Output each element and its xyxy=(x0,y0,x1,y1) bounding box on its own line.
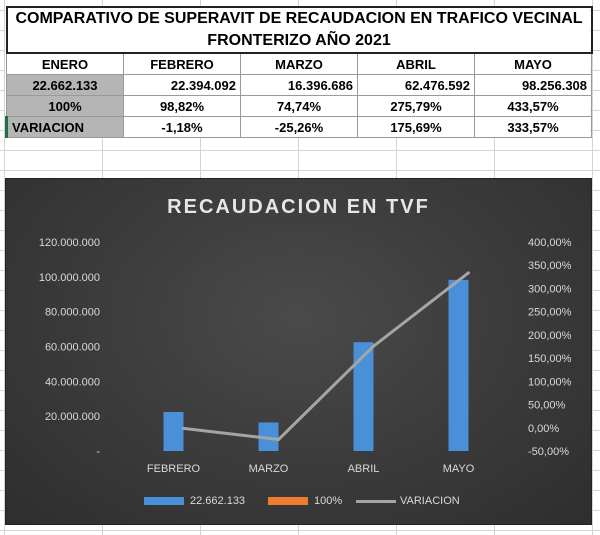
y-tick-label-5: 100.000.000 xyxy=(39,272,100,284)
chart-area[interactable]: RECAUDACION EN TVF - 20.000.000 40.000.000… xyxy=(5,178,592,525)
y2-tick-label-0: -50,00% xyxy=(528,446,569,458)
percent-mayo[interactable]: 433,57% xyxy=(473,95,593,117)
legend-swatch-variation xyxy=(356,499,396,503)
header-enero[interactable]: ENERO xyxy=(6,52,124,75)
variation-row: VARIACION -1,18% -25,26% 175,69% 333,57% xyxy=(5,116,593,138)
variation-febrero[interactable]: -1,18% xyxy=(123,116,241,138)
variation-abril[interactable]: 175,69% xyxy=(357,116,475,138)
legend-item-percent[interactable]: 100% xyxy=(268,495,342,507)
y2-tick-label-6: 250,00% xyxy=(528,307,572,319)
chart-plot: - 20.000.000 40.000.000 60.000.000 80.000.00… xyxy=(39,237,572,475)
y2-tick-label-2: 50,00% xyxy=(528,400,566,412)
percent-abril[interactable]: 275,79% xyxy=(357,95,475,117)
point-variation-marzo xyxy=(277,438,280,442)
header-abril[interactable]: ABRIL xyxy=(357,52,475,75)
bar-amount-abril xyxy=(353,342,374,451)
y2-tick-label-9: 400,00% xyxy=(528,237,572,249)
amount-marzo[interactable]: 16.396.686 xyxy=(240,74,358,96)
line-variation xyxy=(183,271,470,442)
y2-tick-label-5: 200,00% xyxy=(528,330,572,342)
legend-item-amounts[interactable]: 22.662.133 xyxy=(144,495,245,507)
y2-tick-label-3: 100,00% xyxy=(528,376,572,388)
y2-tick-label-4: 150,00% xyxy=(528,353,572,365)
x-tick-label-abril: ABRIL xyxy=(348,463,380,475)
y-tick-label-0: - xyxy=(96,446,100,458)
y-tick-label-6: 120.000.000 xyxy=(39,237,100,249)
percent-marzo[interactable]: 74,74% xyxy=(240,95,358,117)
legend-item-variation[interactable]: VARIACION xyxy=(356,495,460,507)
point-variation-febrero xyxy=(182,426,185,430)
point-variation-mayo xyxy=(467,271,470,275)
legend-swatch-amounts xyxy=(144,497,184,505)
percent-enero[interactable]: 100% xyxy=(6,95,124,117)
amounts-row: 22.662.133 22.394.092 16.396.686 62.476.… xyxy=(6,74,593,96)
bar-amount-febrero xyxy=(163,411,184,451)
header-mayo[interactable]: MAYO xyxy=(473,52,593,75)
bar-amount-marzo xyxy=(258,422,279,451)
chart-legend: 22.662.133 100% VARIACION xyxy=(6,495,591,511)
chart-title: RECAUDACION EN TVF xyxy=(167,196,430,218)
x-tick-label-mayo: MAYO xyxy=(443,463,475,475)
y2-tick-label-8: 350,00% xyxy=(528,260,572,272)
y-tick-label-2: 40.000.000 xyxy=(45,376,100,388)
y2-tick-label-1: 0,00% xyxy=(528,423,559,435)
amount-febrero[interactable]: 22.394.092 xyxy=(123,74,241,96)
legend-label-variation: VARIACION xyxy=(400,495,460,507)
variation-label[interactable]: VARIACION xyxy=(5,116,124,138)
amount-mayo[interactable]: 98.256.308 xyxy=(473,74,593,96)
legend-label-amounts: 22.662.133 xyxy=(190,495,246,507)
x-tick-label-marzo: MARZO xyxy=(249,463,289,475)
header-row: ENERO FEBRERO MARZO ABRIL MAYO xyxy=(6,52,593,75)
legend-swatch-percent xyxy=(268,497,308,505)
summary-table: COMPARATIVO DE SUPERAVIT DE RECAUDACION … xyxy=(5,6,593,138)
y-tick-label-4: 80.000.000 xyxy=(45,307,100,319)
variation-mayo[interactable]: 333,57% xyxy=(473,116,593,138)
percent-row: 100% 98,82% 74,74% 275,79% 433,57% xyxy=(6,95,593,117)
amount-abril[interactable]: 62.476.592 xyxy=(357,74,475,96)
variation-marzo[interactable]: -25,26% xyxy=(240,116,358,138)
table-title[interactable]: COMPARATIVO DE SUPERAVIT DE RECAUDACION … xyxy=(5,6,593,54)
amount-enero[interactable]: 22.662.133 xyxy=(6,74,124,96)
percent-febrero[interactable]: 98,82% xyxy=(123,95,241,117)
header-marzo[interactable]: MARZO xyxy=(240,52,358,75)
y-tick-label-1: 20.000.000 xyxy=(45,411,100,423)
x-tick-label-febrero: FEBRERO xyxy=(147,463,201,475)
legend-label-percent: 100% xyxy=(314,495,343,507)
header-febrero[interactable]: FEBRERO xyxy=(123,52,241,75)
point-variation-abril xyxy=(372,344,375,348)
y-tick-label-3: 60.000.000 xyxy=(45,342,100,354)
y2-tick-label-7: 300,00% xyxy=(528,283,572,295)
bar-amount-mayo xyxy=(448,279,469,451)
